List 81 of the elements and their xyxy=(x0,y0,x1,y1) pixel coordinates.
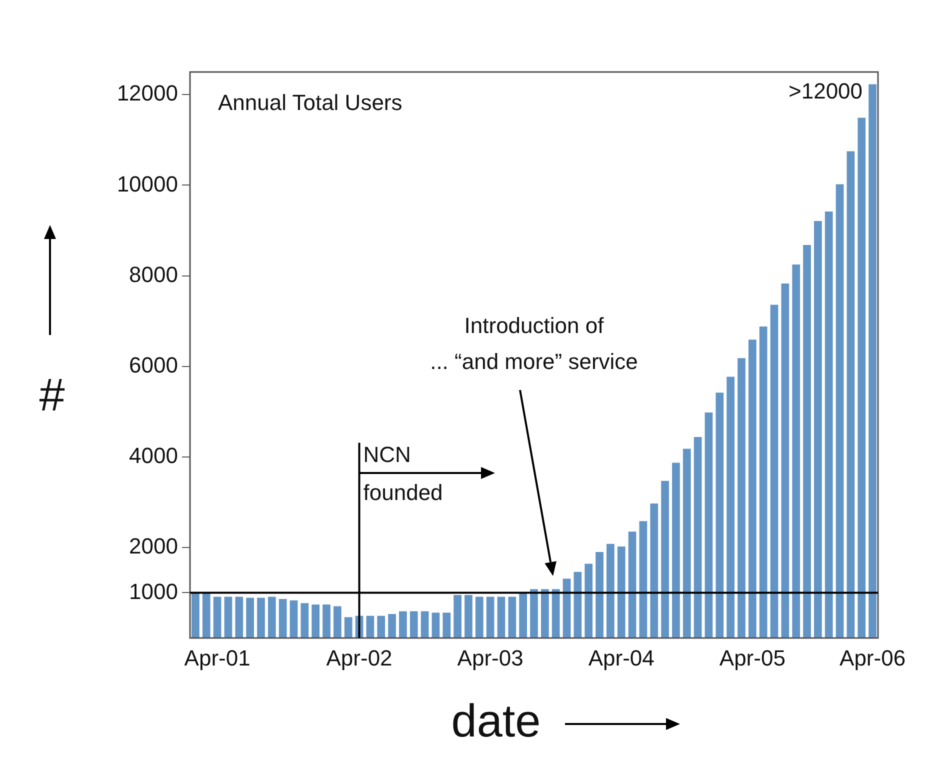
bar xyxy=(672,462,680,638)
x-tick-label: Apr-01 xyxy=(184,645,250,670)
bar xyxy=(704,412,713,638)
bar xyxy=(846,151,855,638)
bar xyxy=(781,283,790,638)
bar xyxy=(682,448,691,638)
x-tick-label: Apr-05 xyxy=(719,645,786,670)
bar xyxy=(617,546,626,638)
bar xyxy=(278,599,287,638)
bar xyxy=(596,552,604,638)
bar xyxy=(792,264,800,638)
x-axis-title: date xyxy=(451,694,541,747)
bar xyxy=(344,617,352,638)
y-tick-label: 2000 xyxy=(129,534,178,559)
x-tick-label: Apr-02 xyxy=(326,645,392,670)
bar xyxy=(639,521,648,638)
x-tick-label: Apr-06 xyxy=(840,645,906,670)
bar xyxy=(202,592,210,638)
bar xyxy=(399,611,407,638)
bar xyxy=(257,598,265,638)
bar xyxy=(824,211,833,638)
bar xyxy=(388,614,396,638)
bar xyxy=(759,326,768,638)
y-tick-label: 10000 xyxy=(116,171,178,196)
bar xyxy=(628,532,636,638)
bar xyxy=(552,589,560,638)
bar xyxy=(716,392,724,638)
bar xyxy=(770,304,778,638)
x-tick-label: Apr-03 xyxy=(457,645,524,670)
bar xyxy=(836,184,844,638)
bar xyxy=(475,596,484,638)
bar xyxy=(268,596,276,638)
bar xyxy=(454,594,462,638)
bar xyxy=(868,84,876,638)
bar xyxy=(661,480,669,638)
bar xyxy=(519,593,528,638)
bar xyxy=(694,436,702,638)
y-tick-label: 4000 xyxy=(129,442,178,468)
bar xyxy=(650,504,658,638)
bar xyxy=(290,600,298,638)
bar xyxy=(486,596,494,638)
y-tick-label: 1000 xyxy=(129,578,178,604)
bar xyxy=(300,603,309,638)
bar xyxy=(377,616,386,638)
bar xyxy=(497,596,506,638)
bar xyxy=(235,596,244,638)
bar xyxy=(540,589,549,638)
bar xyxy=(442,612,451,638)
y-tick-label: 6000 xyxy=(129,352,178,378)
bar xyxy=(322,604,330,638)
y-tick-label: 8000 xyxy=(129,262,178,287)
bar xyxy=(410,611,418,638)
bar xyxy=(562,578,571,638)
bar xyxy=(858,118,866,638)
bar xyxy=(814,220,822,638)
y-axis-title: # xyxy=(39,368,66,421)
bar xyxy=(803,244,811,638)
bar xyxy=(224,596,232,638)
bar xyxy=(748,340,756,638)
bar xyxy=(574,572,582,638)
bar xyxy=(508,596,516,638)
bar xyxy=(464,594,472,638)
bar xyxy=(432,612,440,638)
bar xyxy=(366,616,374,638)
x-tick-label: Apr-04 xyxy=(588,645,654,670)
bar xyxy=(312,604,320,638)
bar xyxy=(213,596,222,638)
bar xyxy=(584,564,593,638)
bar xyxy=(726,376,735,638)
bar xyxy=(192,592,200,638)
y-tick-label: 12000 xyxy=(116,80,178,106)
bar xyxy=(246,598,254,638)
annotation: >12000 xyxy=(788,78,863,104)
bar xyxy=(606,544,614,638)
text: Annual Total Users xyxy=(218,90,402,116)
bar xyxy=(333,606,342,638)
bar xyxy=(738,358,746,638)
ref-line-label: NCN founded xyxy=(363,442,443,505)
annotation: Introduction of ... “and more” service xyxy=(430,312,638,374)
bar xyxy=(420,611,429,638)
bar xyxy=(530,589,538,638)
